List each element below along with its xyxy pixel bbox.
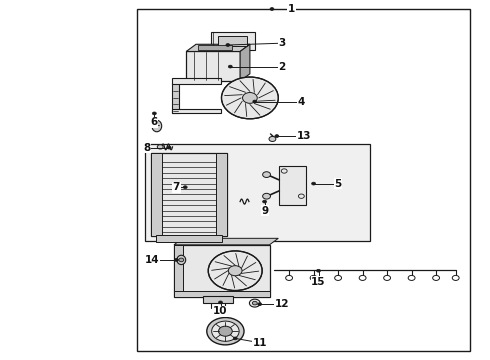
Bar <box>151 153 162 236</box>
Circle shape <box>286 275 293 280</box>
Circle shape <box>228 266 242 276</box>
Text: 3: 3 <box>278 38 285 48</box>
Circle shape <box>270 8 274 10</box>
Polygon shape <box>174 238 278 245</box>
Circle shape <box>179 258 184 262</box>
Bar <box>137 9 470 351</box>
Circle shape <box>221 77 278 119</box>
Circle shape <box>252 301 257 305</box>
Text: 6: 6 <box>151 117 158 127</box>
Circle shape <box>249 299 260 307</box>
Bar <box>216 153 227 236</box>
Circle shape <box>233 337 237 340</box>
Circle shape <box>207 318 244 345</box>
Circle shape <box>269 136 276 141</box>
Circle shape <box>275 135 279 138</box>
Text: 9: 9 <box>261 206 268 216</box>
Circle shape <box>263 200 267 203</box>
Bar <box>198 45 232 50</box>
Bar <box>174 245 270 297</box>
Bar <box>203 296 233 303</box>
Bar <box>218 36 247 46</box>
Circle shape <box>253 100 257 103</box>
Text: 5: 5 <box>335 179 342 189</box>
Bar <box>279 166 306 205</box>
Circle shape <box>212 321 239 341</box>
Text: 14: 14 <box>145 255 159 265</box>
Text: 2: 2 <box>278 62 285 72</box>
Circle shape <box>317 269 320 272</box>
Circle shape <box>174 258 178 261</box>
Bar <box>174 291 270 297</box>
Circle shape <box>226 44 230 46</box>
Bar <box>145 144 370 241</box>
Bar <box>156 235 222 242</box>
Text: 8: 8 <box>144 143 150 153</box>
Bar <box>211 32 255 50</box>
Text: 4: 4 <box>297 96 305 107</box>
Bar <box>174 245 183 297</box>
Text: 15: 15 <box>311 276 326 287</box>
Circle shape <box>243 93 257 103</box>
Circle shape <box>335 275 342 280</box>
Circle shape <box>310 275 317 280</box>
Circle shape <box>312 182 316 185</box>
Circle shape <box>219 326 232 336</box>
Bar <box>186 51 240 81</box>
Bar <box>172 83 179 113</box>
Text: 12: 12 <box>274 299 289 309</box>
Circle shape <box>219 301 222 304</box>
Text: 1: 1 <box>288 4 295 14</box>
Circle shape <box>167 146 171 149</box>
Polygon shape <box>240 44 250 81</box>
Circle shape <box>208 251 262 291</box>
Circle shape <box>359 275 366 280</box>
Polygon shape <box>186 44 250 51</box>
Text: 7: 7 <box>172 182 180 192</box>
Ellipse shape <box>152 120 162 132</box>
Circle shape <box>263 172 270 177</box>
Text: 11: 11 <box>252 338 267 348</box>
Circle shape <box>157 145 163 149</box>
Circle shape <box>263 193 270 199</box>
Circle shape <box>228 65 232 68</box>
Text: 10: 10 <box>213 306 228 316</box>
Circle shape <box>384 275 391 280</box>
Circle shape <box>183 186 187 189</box>
Circle shape <box>408 275 415 280</box>
Bar <box>172 109 220 113</box>
Circle shape <box>152 112 156 115</box>
Text: 13: 13 <box>296 131 311 141</box>
Bar <box>172 78 220 84</box>
Circle shape <box>258 303 262 306</box>
Circle shape <box>452 275 459 280</box>
Ellipse shape <box>177 255 186 265</box>
Circle shape <box>433 275 440 280</box>
Bar <box>151 153 227 236</box>
